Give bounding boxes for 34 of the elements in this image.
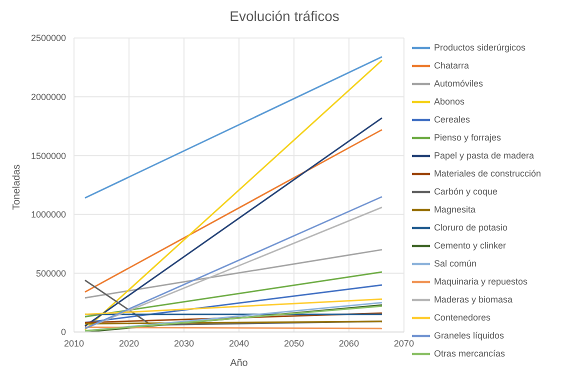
y-tick-label: 1000000 [30, 210, 66, 220]
y-tick-label: 500000 [36, 268, 66, 278]
y-tick-label: 0 [60, 327, 66, 338]
legend-label: Contenedores [434, 312, 490, 322]
x-tick-label: 2040 [228, 338, 249, 348]
legend-label: Cereales [434, 114, 470, 124]
legend-label: Productos siderúrgicos [434, 42, 526, 52]
legend-label: Abonos [434, 96, 464, 106]
legend-label: Magnesita [434, 204, 476, 214]
legend-label: Graneles líquidos [434, 330, 504, 340]
x-tick-label: 2010 [64, 338, 84, 348]
legend-label: Materiales de construcción [434, 168, 541, 178]
y-tick-label: 2000000 [30, 92, 66, 102]
x-tick-label: 2060 [338, 338, 359, 348]
x-tick-label: 2030 [174, 338, 194, 348]
legend-label: Maderas y biomasa [434, 294, 512, 304]
legend-label: Chatarra [434, 60, 469, 70]
legend-label: Sal común [434, 258, 476, 268]
legend-label: Automóviles [434, 78, 483, 88]
legend-label: Otras mercancías [434, 348, 505, 358]
y-axis-title: Toneladas [12, 164, 23, 210]
legend-label: Cemento y clinker [434, 240, 506, 250]
legend-label: Cloruro de potasio [434, 222, 508, 232]
chart-title: Evolución tráficos [228, 8, 340, 26]
legend-label: Papel y pasta de madera [434, 150, 534, 160]
y-tick-label: 2500000 [30, 33, 66, 44]
legend-label: Pienso y forrajes [434, 132, 501, 142]
x-tick-label: 2020 [118, 338, 140, 348]
x-tick-label: 2050 [284, 338, 304, 348]
legend-label: Maquinaria y repuestos [434, 276, 528, 286]
x-axis-title: Año [230, 358, 248, 369]
legend-label: Carbón y coque [434, 186, 498, 196]
x-tick-label: 2070 [394, 338, 414, 348]
y-tick-label: 1500000 [30, 150, 66, 161]
